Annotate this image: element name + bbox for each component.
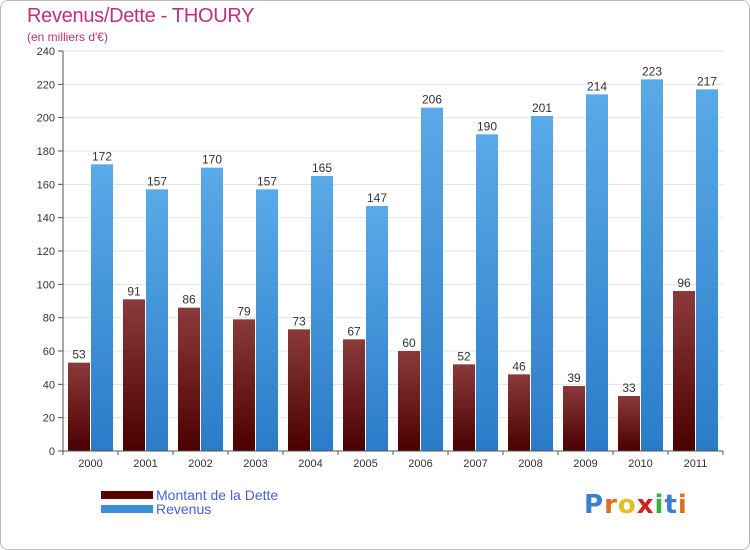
bar-dette	[123, 299, 145, 451]
bar-dette	[508, 374, 530, 451]
data-label-revenus: 190	[477, 119, 497, 133]
data-label-revenus: 201	[532, 101, 552, 115]
data-label-dette: 96	[677, 276, 691, 290]
data-label-dette: 73	[292, 314, 306, 328]
data-label-dette: 46	[512, 359, 526, 373]
data-label-revenus: 165	[312, 161, 332, 175]
bar-dette	[288, 329, 310, 451]
data-label-revenus: 147	[367, 191, 387, 205]
bar-dette	[618, 396, 640, 451]
data-label-dette: 91	[127, 284, 141, 298]
x-tick-label: 2004	[298, 458, 322, 470]
x-tick-label: 2002	[188, 458, 212, 470]
bar-revenus	[531, 116, 553, 451]
logo-letter: P	[584, 490, 605, 520]
legend-label-revenus: Revenus	[156, 501, 212, 517]
y-tick-label: 80	[43, 313, 55, 325]
bar-dette	[453, 364, 475, 451]
grid-layer	[63, 50, 723, 419]
logo-letter: i	[677, 490, 688, 520]
bar-revenus	[696, 89, 718, 451]
data-label-revenus: 206	[422, 93, 442, 107]
data-label-revenus: 170	[202, 153, 222, 167]
logo-letter: r	[604, 490, 618, 520]
logo-letter: t	[664, 490, 678, 520]
data-label-revenus: 157	[147, 174, 167, 188]
legend-swatch-revenus	[101, 505, 153, 513]
x-tick-label: 2003	[243, 458, 267, 470]
bar-dette	[398, 351, 420, 451]
data-label-dette: 39	[567, 371, 581, 385]
y-tick-label: 20	[43, 413, 55, 425]
legend-swatch-debt	[101, 491, 153, 499]
data-label-revenus: 223	[642, 64, 662, 78]
bar-revenus	[476, 134, 498, 452]
data-label-dette: 33	[622, 381, 636, 395]
y-tick-label: 200	[37, 113, 55, 125]
y-tick-label: 60	[43, 346, 55, 358]
bar-dette	[673, 291, 695, 451]
y-tick-label: 40	[43, 379, 55, 391]
proxiti-logo: Proxiti	[584, 490, 688, 520]
y-tick-label: 100	[37, 279, 55, 291]
bar-dette	[178, 307, 200, 451]
y-tick-label: 120	[37, 246, 55, 258]
bar-dette	[68, 362, 90, 451]
x-tick-label: 2005	[353, 458, 377, 470]
data-label-dette: 60	[402, 336, 416, 350]
logo-letter: x	[636, 490, 655, 520]
logo-letter: i	[654, 490, 665, 520]
data-label-dette: 52	[457, 349, 471, 363]
x-tick-label: 2001	[133, 458, 157, 470]
y-tick-label: 0	[49, 446, 55, 458]
chart-title: Revenus/Dette - THOURY	[27, 5, 255, 27]
y-tick-label: 180	[37, 146, 55, 158]
data-label-revenus: 157	[257, 174, 277, 188]
data-label-revenus: 172	[92, 149, 112, 163]
x-tick-label: 2008	[518, 458, 542, 470]
bar-dette	[563, 386, 585, 451]
bar-revenus	[366, 206, 388, 451]
data-label-dette: 79	[237, 304, 251, 318]
bar-revenus	[201, 167, 223, 451]
axis-layer: 0 20 40 60 80 100 120 140 160 180 200 220 240 2000 200…	[37, 46, 724, 470]
bars-layer	[68, 79, 718, 452]
labels-layer: 53 172 91 157 86 170 79 157 73 165 67 147 60 206 52 190…	[72, 64, 717, 395]
data-label-dette: 53	[72, 348, 86, 362]
logo-letter: o	[617, 490, 637, 520]
bar-revenus	[641, 79, 663, 451]
data-label-dette: 86	[182, 293, 196, 307]
chart-subtitle: (en milliers d'€)	[27, 30, 108, 44]
y-tick-label: 140	[37, 213, 55, 225]
bar-revenus	[256, 189, 278, 452]
bar-revenus	[146, 189, 168, 452]
bar-dette	[233, 319, 255, 451]
x-tick-label: 2010	[628, 458, 652, 470]
x-tick-label: 2007	[463, 458, 487, 470]
data-label-dette: 67	[347, 324, 361, 338]
data-label-revenus: 217	[697, 74, 717, 88]
y-tick-label: 220	[37, 79, 55, 91]
bar-revenus	[586, 94, 608, 451]
bar-revenus	[91, 164, 113, 452]
bar-dette	[343, 339, 365, 451]
bar-revenus	[311, 176, 333, 451]
legend-label-debt: Montant de la Dette	[156, 487, 279, 503]
x-tick-label: 2009	[573, 458, 597, 470]
y-tick-label: 240	[37, 46, 55, 58]
x-tick-label: 2000	[78, 458, 102, 470]
bar-revenus	[421, 107, 443, 452]
y-tick-label: 160	[37, 179, 55, 191]
x-tick-label: 2006	[408, 458, 432, 470]
x-tick-label: 2011	[684, 458, 708, 470]
data-label-revenus: 214	[587, 79, 607, 93]
